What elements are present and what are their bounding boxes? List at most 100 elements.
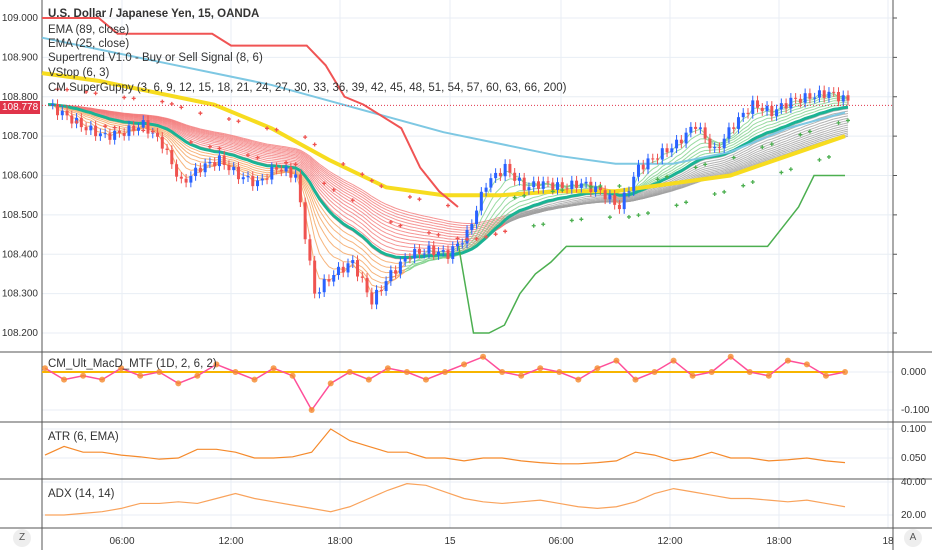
guppy-slow (424, 218, 430, 220)
legend-vstop[interactable]: VStop (6, 3) (48, 67, 110, 79)
guppy-slow (443, 226, 449, 229)
zoom-button[interactable]: Z (13, 529, 31, 547)
guppy-slow (266, 156, 272, 158)
guppy-slow (323, 177, 330, 182)
guppy-slow (838, 111, 844, 114)
guppy-fast (166, 137, 173, 144)
legend-adx[interactable]: ADX (14, 14) (48, 488, 115, 500)
guppy-slow (228, 134, 234, 137)
guppy-slow (319, 170, 325, 176)
guppy-slow (361, 205, 368, 210)
guppy-slow (409, 212, 415, 215)
vstop-mark (636, 213, 641, 218)
legend-supertrend[interactable]: Supertrend V1.0 - Buy or Sell Signal (8,… (48, 52, 263, 64)
candle (232, 166, 236, 171)
guppy-slow (819, 133, 825, 136)
guppy-slow (252, 147, 258, 150)
guppy-fast (381, 270, 387, 274)
candle (446, 250, 450, 259)
guppy-fast (85, 116, 91, 119)
guppy-slow (424, 220, 430, 223)
candle (436, 251, 440, 256)
legend-macd[interactable]: CM_Ult_MacD_MTF (1D, 2, 6, 2) (48, 358, 217, 370)
guppy-fast (466, 244, 473, 250)
guppy-fast (247, 162, 253, 166)
guppy-fast (347, 239, 353, 243)
candle (846, 95, 850, 101)
guppy-slow (833, 119, 839, 122)
guppy-slow (814, 140, 820, 144)
guppy-slow (647, 190, 653, 194)
guppy-slow (681, 175, 687, 179)
guppy-slow (257, 153, 263, 156)
guppy-slow (366, 202, 373, 208)
legend-ema89[interactable]: EMA (89, close) (48, 24, 130, 36)
guppy-fast (757, 116, 763, 119)
guppy-slow (166, 120, 172, 124)
vstop-mark (836, 120, 841, 125)
guppy-slow (738, 163, 744, 167)
guppy-slow (162, 116, 168, 119)
vstop-mark (55, 87, 60, 92)
auto-scale-button[interactable]: A (904, 529, 922, 547)
guppy-slow (819, 119, 825, 122)
guppy-slow (705, 160, 710, 163)
guppy-fast (319, 253, 325, 262)
guppy-slow (323, 174, 330, 180)
guppy-fast (728, 141, 734, 145)
guppy-slow (295, 161, 301, 165)
guppy-slow (400, 226, 406, 230)
guppy-slow (824, 120, 830, 123)
guppy-slow (728, 167, 734, 170)
guppy-fast (652, 165, 658, 170)
guppy-slow (323, 197, 330, 204)
vstop-mark (188, 140, 193, 145)
guppy-slow (205, 130, 211, 133)
guppy-slow (557, 198, 563, 201)
guppy-slow (405, 221, 411, 225)
guppy-slow (185, 133, 192, 137)
guppy-fast (733, 129, 739, 136)
legend-ema25[interactable]: EMA (25, close) (48, 38, 130, 50)
guppy-slow (300, 165, 306, 171)
guppy-fast (752, 132, 758, 136)
guppy-slow (757, 149, 763, 153)
guppy-fast (309, 193, 316, 207)
guppy-slow (190, 133, 196, 137)
guppy-slow (304, 155, 311, 160)
guppy-slow (652, 190, 658, 193)
guppy-slow (524, 212, 530, 215)
guppy-fast (419, 262, 425, 265)
guppy-slow (238, 147, 244, 151)
guppy-fast (752, 129, 758, 133)
candle (627, 191, 631, 193)
guppy-slow (843, 122, 849, 125)
guppy-slow (114, 114, 120, 117)
guppy-slow (147, 118, 153, 121)
guppy-slow (100, 112, 106, 115)
guppy-slow (109, 115, 115, 118)
guppy-slow (371, 198, 377, 203)
legend-guppy[interactable]: CM SuperGuppy (3, 6, 9, 12, 15, 18, 21, … (48, 82, 567, 94)
guppy-slow (690, 182, 696, 185)
guppy-fast (319, 216, 325, 225)
guppy-fast (257, 168, 263, 171)
guppy-slow (238, 138, 244, 141)
guppy-fast (176, 137, 182, 142)
guppy-fast (371, 284, 377, 287)
guppy-slow (390, 238, 396, 242)
guppy-slow (304, 166, 311, 172)
guppy-slow (533, 205, 539, 208)
guppy-slow (371, 200, 377, 205)
macd-dot (613, 357, 620, 364)
guppy-slow (809, 127, 815, 131)
guppy-fast (485, 210, 492, 220)
guppy-fast (695, 143, 701, 148)
guppy-fast (495, 220, 501, 226)
guppy-slow (323, 172, 330, 178)
guppy-slow (381, 204, 387, 208)
candle (89, 125, 93, 131)
guppy-slow (171, 123, 177, 127)
legend-atr[interactable]: ATR (6, EMA) (48, 431, 119, 443)
